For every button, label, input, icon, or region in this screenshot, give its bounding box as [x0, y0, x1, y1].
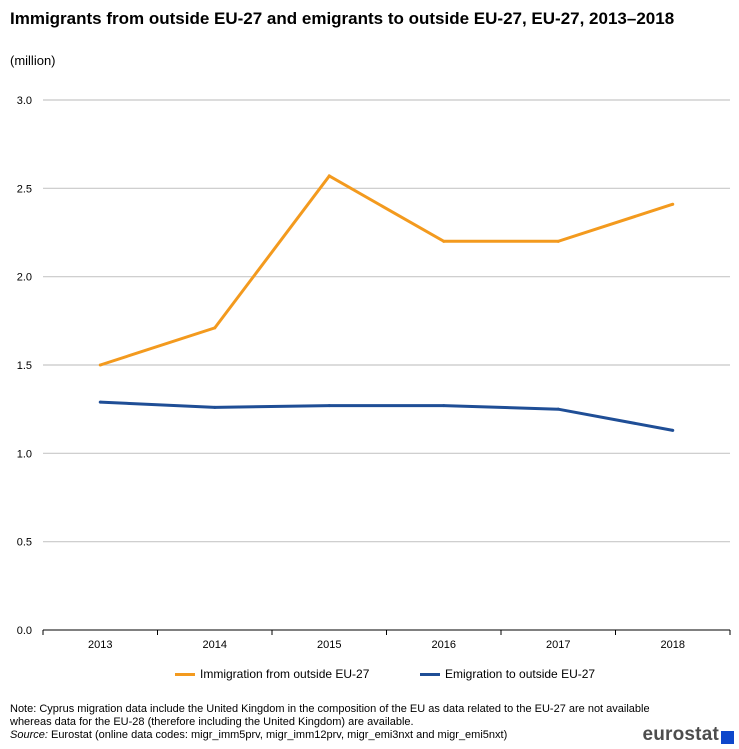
y-tick-label: 0.0	[17, 625, 32, 637]
legend-swatch-immigration	[175, 673, 195, 676]
y-tick-label: 1.0	[17, 448, 32, 460]
data-point	[328, 174, 331, 177]
data-point	[213, 326, 216, 329]
y-tick-label: 2.5	[17, 183, 32, 195]
x-tick-label: 2013	[88, 639, 112, 651]
note-text: Note: Cyprus migration data include the …	[10, 703, 690, 729]
x-tick-label: 2017	[546, 639, 570, 651]
eu-flag-icon	[721, 731, 734, 744]
x-axis	[43, 630, 730, 635]
legend-label-emigration: Emigration to outside EU-27	[445, 667, 595, 681]
series-line-immigration	[100, 176, 673, 365]
series-lines	[99, 174, 675, 431]
y-tick-label: 0.5	[17, 537, 32, 549]
data-point	[442, 404, 445, 407]
legend-swatch-emigration	[420, 673, 440, 676]
chart-note: Note: Cyprus migration data include the …	[10, 703, 690, 742]
x-axis-tick-labels: 2013 2014 2015 2016 2017 2018	[88, 639, 685, 651]
eurostat-logo: eurostat	[642, 724, 734, 746]
data-point	[671, 203, 674, 206]
data-point	[99, 401, 102, 404]
y-axis-tick-labels: 0.0 0.5 1.0 1.5 2.0 2.5 3.0	[17, 95, 32, 637]
series-line-emigration	[100, 402, 673, 430]
x-tick-label: 2015	[317, 639, 341, 651]
source-text: Eurostat (online data codes: migr_imm5pr…	[48, 729, 507, 741]
source-label: Source:	[10, 729, 48, 741]
legend-label-immigration: Immigration from outside EU-27	[200, 667, 369, 681]
y-tick-label: 3.0	[17, 95, 32, 107]
x-tick-label: 2018	[661, 639, 685, 651]
y-tick-label: 1.5	[17, 360, 32, 372]
x-tick-label: 2016	[432, 639, 456, 651]
y-tick-label: 2.0	[17, 272, 32, 284]
gridlines	[43, 100, 730, 542]
data-point	[671, 429, 674, 432]
data-point	[213, 406, 216, 409]
logo-text: eurostat	[642, 724, 719, 746]
data-point	[557, 408, 560, 411]
data-point	[442, 240, 445, 243]
chart-legend: Immigration from outside EU-27 Emigratio…	[0, 667, 739, 687]
legend-item-emigration: Emigration to outside EU-27	[420, 667, 595, 681]
line-chart: 0.00.51.01.52.02.53.0 2013 2014 2015 2016 20…	[0, 0, 739, 660]
data-point	[328, 404, 331, 407]
legend-item-immigration: Immigration from outside EU-27	[175, 667, 369, 681]
data-point	[99, 364, 102, 367]
source-line: Source: Eurostat (online data codes: mig…	[10, 729, 690, 742]
data-point	[557, 240, 560, 243]
x-tick-label: 2014	[203, 639, 227, 651]
